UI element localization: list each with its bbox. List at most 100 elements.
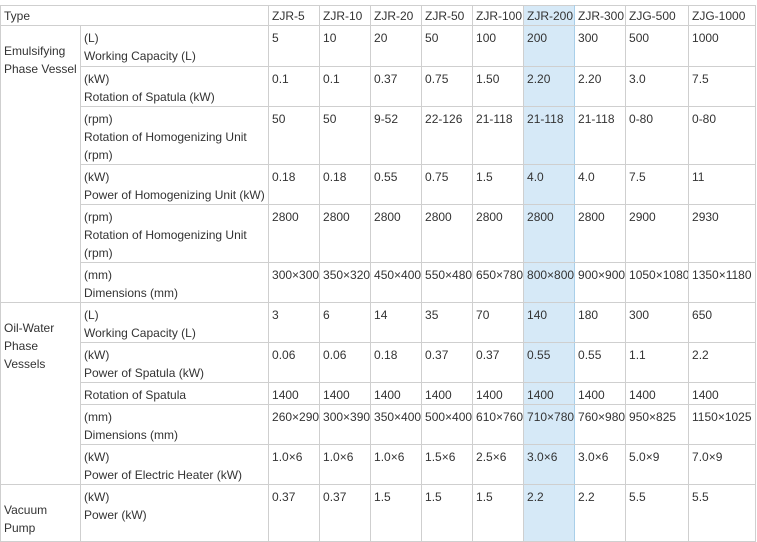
value-cell: 1.5×6 <box>421 444 474 485</box>
header-model: ZJR-300 <box>574 5 627 26</box>
value-cell: 0-80 <box>625 106 690 165</box>
value-cell: 0.37 <box>319 484 372 542</box>
param-label: Rotation of Spatula <box>84 388 187 402</box>
value-cell: 50 <box>268 106 321 165</box>
value-cell: 350×400 <box>370 404 423 445</box>
value-cell: 3.0 <box>625 66 690 107</box>
param-label: Rotation of Spatula (kW) <box>84 90 215 104</box>
param-cell: Rotation of Spatula <box>79 382 270 405</box>
value-cell: 300 <box>625 302 690 343</box>
value-cell: 14 <box>370 302 423 343</box>
value-cell: 0-80 <box>688 106 757 165</box>
param-cell: (kW) Rotation of Spatula (kW) <box>79 66 270 107</box>
spec-row: Rotation of Spatula 1400 1400 1400 1400 1400 1… <box>1 382 757 405</box>
value-cell: 6 <box>319 302 372 343</box>
value-cell: 50 <box>319 106 372 165</box>
value-cell: 0.1 <box>268 66 321 107</box>
value-cell: 0.75 <box>421 164 474 205</box>
value-cell: 1.1 <box>625 342 690 383</box>
param-cell: (kW) Power (kW) <box>79 484 270 542</box>
header-model: ZJG-500 <box>625 5 690 26</box>
group-label: Emulsifying Phase Vessel <box>0 25 81 303</box>
param-unit: (kW) <box>84 72 110 86</box>
value-cell: 1400 <box>625 382 690 405</box>
value-cell: 0.18 <box>370 342 423 383</box>
header-model: ZJR-20 <box>370 5 423 26</box>
value-cell: 2.2 <box>523 484 576 542</box>
value-cell: 2800 <box>268 204 321 263</box>
param-unit: (kW) <box>84 490 110 504</box>
value-cell: 2800 <box>523 204 576 263</box>
value-cell: 2800 <box>472 204 525 263</box>
spec-row: Oil-Water Phase Vessels (L) Working Capaci… <box>0 302 757 485</box>
param-cell: (L) Working Capacity (L) <box>79 302 270 343</box>
spec-table: Type ZJR-5 ZJR-10 ZJR-20 ZJR-50 ZJR-100 ZJR-20… <box>0 5 757 542</box>
value-cell: 20 <box>370 25 423 67</box>
value-cell: 610×760 <box>472 404 525 445</box>
param-label: Power (kW) <box>84 508 147 522</box>
param-cell: (rpm) Rotation of Homogenizing Unit (rpm) <box>79 204 270 263</box>
param-unit: (rpm) <box>84 210 113 224</box>
value-cell: 500 <box>625 25 690 67</box>
value-cell: 50 <box>421 25 474 67</box>
param-label: Working Capacity (L) <box>84 326 196 340</box>
value-cell: 3.0×6 <box>523 444 576 485</box>
param-unit: (L) <box>84 31 99 45</box>
param-unit: (mm) <box>84 268 112 282</box>
value-cell: 800×800 <box>523 262 576 303</box>
value-cell: 9-52 <box>370 106 423 165</box>
value-cell: 0.18 <box>319 164 372 205</box>
value-cell: 2.20 <box>574 66 627 107</box>
header-model: ZJR-200 <box>523 5 576 26</box>
param-label: Power of Homogenizing Unit (kW) <box>84 188 265 202</box>
value-cell: 35 <box>421 302 474 343</box>
param-unit: (kW) <box>84 348 110 362</box>
spec-row: (mm) Dimensions (mm) 260×290 300×390 350×400… <box>1 404 757 445</box>
value-cell: 2800 <box>370 204 423 263</box>
value-cell: 3.0×6 <box>574 444 627 485</box>
value-cell: 0.75 <box>421 66 474 107</box>
value-cell: 650 <box>688 302 757 343</box>
value-cell: 260×290 <box>268 404 321 445</box>
value-cell: 1.50 <box>472 66 525 107</box>
value-cell: 5 <box>268 25 321 67</box>
group-label: Oil-Water Phase Vessels <box>0 302 81 485</box>
value-cell: 900×900 <box>574 262 627 303</box>
header-model: ZJR-50 <box>421 5 474 26</box>
value-cell: 0.37 <box>370 66 423 107</box>
value-cell: 1400 <box>268 382 321 405</box>
value-cell: 0.37 <box>268 484 321 542</box>
value-cell: 3 <box>268 302 321 343</box>
value-cell: 300×300 <box>268 262 321 303</box>
value-cell: 1350×1180 <box>688 262 757 303</box>
spec-row: (kW) Power of Homogenizing Unit (kW) 0.18 0… <box>1 164 757 205</box>
value-cell: 1400 <box>688 382 757 405</box>
value-cell: 180 <box>574 302 627 343</box>
param-unit: (rpm) <box>84 112 113 126</box>
value-cell: 0.06 <box>268 342 321 383</box>
param-cell: (kW) Power of Electric Heater (kW) <box>79 444 270 485</box>
param-cell: (rpm) Rotation of Homogenizing Unit (rpm) <box>79 106 270 165</box>
value-cell: 5.5 <box>625 484 690 542</box>
value-cell: 0.37 <box>421 342 474 383</box>
value-cell: 11 <box>688 164 757 205</box>
value-cell: 1400 <box>319 382 372 405</box>
value-cell: 710×780 <box>523 404 576 445</box>
value-cell: 2.2 <box>688 342 757 383</box>
value-cell: 1400 <box>523 382 576 405</box>
value-cell: 0.55 <box>523 342 576 383</box>
value-cell: 1.5 <box>472 484 525 542</box>
value-cell: 0.55 <box>574 342 627 383</box>
value-cell: 7.5 <box>688 66 757 107</box>
param-cell: (L) Working Capacity (L) <box>79 25 270 67</box>
value-cell: 0.37 <box>472 342 525 383</box>
value-cell: 22-126 <box>421 106 474 165</box>
value-cell: 1.0×6 <box>370 444 423 485</box>
header-row: Type ZJR-5 ZJR-10 ZJR-20 ZJR-50 ZJR-100 ZJR-20… <box>0 5 757 26</box>
value-cell: 950×825 <box>625 404 690 445</box>
param-label: Rotation of Homogenizing Unit (rpm) <box>84 228 247 260</box>
value-cell: 0.06 <box>319 342 372 383</box>
param-unit: (mm) <box>84 410 112 424</box>
header-model: ZJG-1000 <box>688 5 757 26</box>
